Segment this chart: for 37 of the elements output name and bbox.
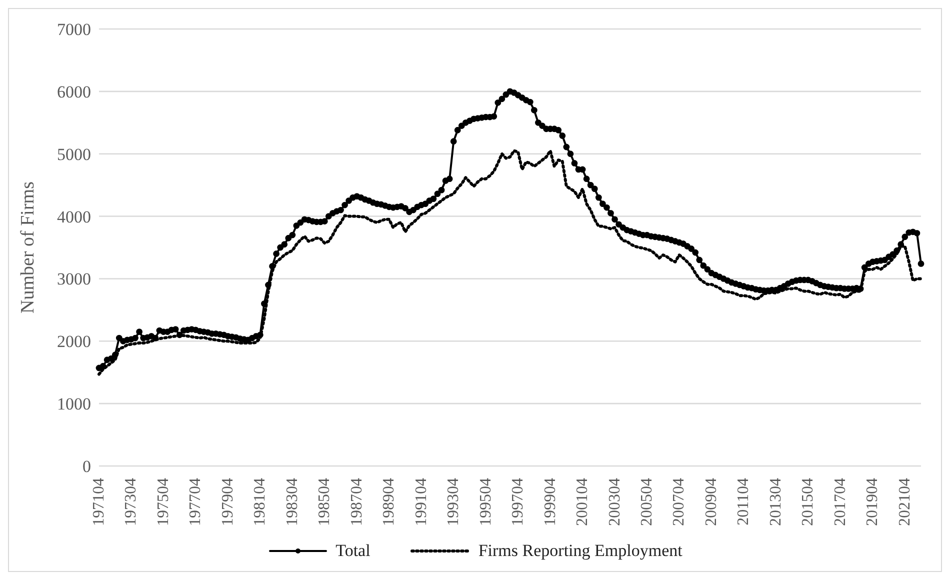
legend-label: Total	[336, 541, 370, 561]
x-tick-label: 197304	[122, 478, 140, 526]
x-tick-label: 199104	[412, 478, 430, 526]
x-tick-label: 197904	[219, 478, 236, 526]
x-tick-label: 199904	[542, 478, 559, 526]
y-tick-label: 0	[82, 457, 91, 476]
y-axis-title: Number of Firms	[18, 182, 39, 314]
x-tick-label: 198104	[252, 478, 269, 526]
y-tick-label: 1000	[57, 394, 91, 414]
y-tick-label: 2000	[57, 332, 91, 352]
x-tick-label: 200304	[606, 478, 624, 526]
legend-label: Firms Reporting Employment	[478, 541, 682, 561]
y-tick-label: 6000	[57, 82, 91, 102]
x-tick-label: 201704	[832, 478, 849, 526]
y-tick-label: 5000	[57, 144, 91, 164]
x-tick-label: 201304	[767, 478, 784, 526]
x-tick-label: 200904	[702, 478, 720, 526]
x-tick-label: 202104	[896, 478, 914, 526]
x-tick-label: 199304	[445, 478, 462, 526]
x-tick-label: 199504	[477, 478, 494, 526]
x-tick-label: 198704	[348, 478, 366, 526]
x-tick-label: 201104	[735, 478, 752, 526]
y-tick-label: 4000	[57, 207, 91, 226]
x-tick-label: 201904	[864, 478, 882, 526]
y-tick-label: 3000	[57, 270, 91, 289]
x-tick-label: 200704	[670, 478, 688, 526]
x-tick-label: 197504	[154, 478, 172, 526]
x-tick-label: 197704	[187, 478, 204, 526]
x-tick-label: 198904	[380, 478, 398, 526]
x-tick-label: 197104	[90, 478, 108, 526]
x-tick-label: 200504	[638, 478, 656, 526]
x-tick-label: 201504	[800, 478, 817, 526]
x-tick-label: 198504	[316, 478, 334, 526]
y-tick-label: 7000	[57, 20, 91, 40]
x-tick-label: 198304	[284, 478, 301, 526]
x-tick-label: 199704	[510, 478, 527, 526]
x-tick-label: 200104	[574, 478, 592, 526]
